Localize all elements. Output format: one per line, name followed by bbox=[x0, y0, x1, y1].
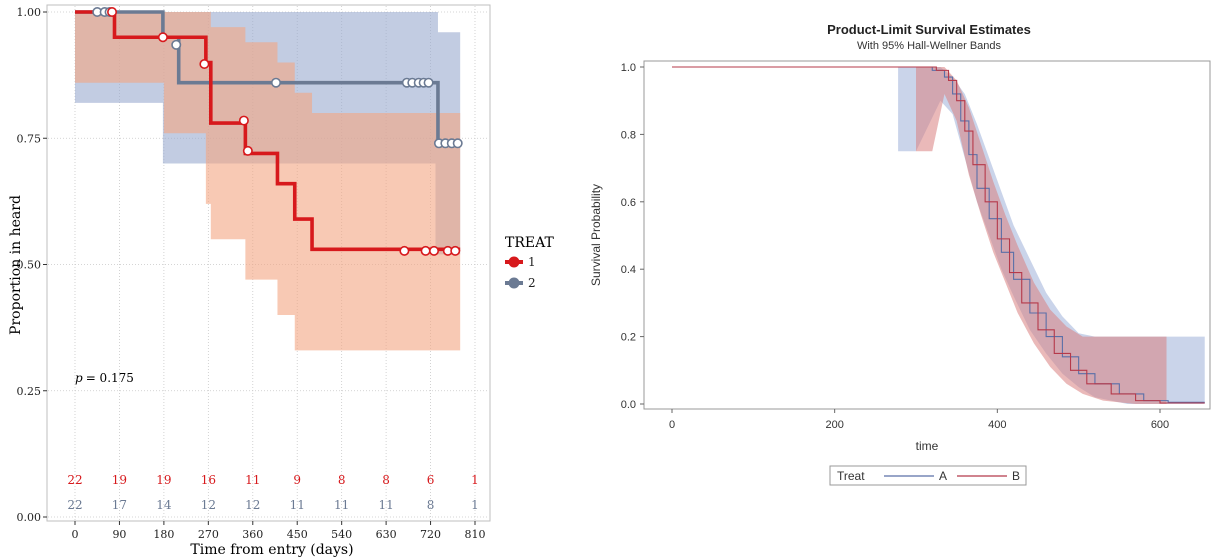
right-x-tick-label: 200 bbox=[825, 419, 843, 431]
at-risk-count-treat-1: 8 bbox=[338, 473, 346, 487]
right-x-axis-title: time bbox=[916, 439, 939, 453]
left-censor-mark-treat-1 bbox=[429, 245, 440, 256]
left-legend-title: TREAT bbox=[505, 235, 554, 251]
at-risk-count-treat-1: 16 bbox=[201, 473, 216, 487]
left-y-axis-title: Proportion in heard bbox=[8, 195, 24, 335]
right-band-treat-B bbox=[916, 67, 1167, 404]
p-value-annotation: p = 0.175 bbox=[75, 371, 134, 385]
right-x-tick-label: 0 bbox=[669, 419, 675, 431]
at-risk-count-treat-1: 1 bbox=[471, 473, 479, 487]
left-censor-mark-treat-2 bbox=[171, 39, 182, 50]
right-y-tick-label: 0.0 bbox=[621, 399, 636, 411]
right-y-tick-label: 1.0 bbox=[621, 62, 636, 74]
left-censor-mark-treat-1 bbox=[242, 145, 253, 156]
left-y-tick-label: 0.00 bbox=[17, 511, 42, 524]
at-risk-count-treat-1: 19 bbox=[156, 473, 171, 487]
left-bands bbox=[75, 12, 461, 351]
left-x-tick-label: 90 bbox=[112, 528, 126, 541]
right-chart-subtitle: With 95% Hall-Wellner Bands bbox=[857, 40, 1002, 52]
left-censor-mark-treat-1 bbox=[450, 245, 461, 256]
right-bands bbox=[898, 67, 1205, 404]
left-censor-mark-treat-1 bbox=[157, 32, 168, 43]
left-censor-mark-treat-2 bbox=[423, 77, 434, 88]
right-y-tick-label: 0.4 bbox=[621, 264, 636, 276]
right-chart: Product-Limit Survival Estimates With 95… bbox=[589, 22, 1211, 486]
left-y-tick-label: 0.75 bbox=[17, 132, 42, 145]
left-x-tick-label: 540 bbox=[331, 528, 352, 541]
left-censor-mark-treat-1 bbox=[399, 245, 410, 256]
left-x-tick-label: 720 bbox=[420, 528, 441, 541]
left-censor-mark-treat-1 bbox=[199, 59, 210, 70]
at-risk-count-treat-1: 22 bbox=[67, 473, 82, 487]
left-at-risk-table: 22 19 19 16 11 9 8 8 6 1 22 17 14 12 12 11 11 11 8 1 bbox=[67, 473, 478, 512]
right-curve-treat-A bbox=[672, 66, 1205, 403]
at-risk-count-treat-2: 11 bbox=[334, 498, 349, 512]
right-y-tick-label: 0.2 bbox=[621, 332, 636, 344]
left-band-treat-1 bbox=[75, 12, 461, 351]
right-curves bbox=[672, 66, 1205, 404]
left-axes: 0.00 0.25 0.50 0.75 1.00 0 90 180 270 360 450 540 63… bbox=[17, 6, 486, 541]
left-x-tick-label: 360 bbox=[242, 528, 263, 541]
left-x-tick-label: 0 bbox=[72, 528, 79, 541]
at-risk-count-treat-1: 6 bbox=[427, 473, 435, 487]
left-legend: TREAT 1 2 bbox=[505, 235, 554, 290]
at-risk-count-treat-2: 12 bbox=[201, 498, 216, 512]
at-risk-count-treat-2: 17 bbox=[112, 498, 127, 512]
at-risk-count-treat-1: 11 bbox=[245, 473, 260, 487]
left-legend-label-1: 1 bbox=[528, 255, 536, 269]
left-legend-swatch-dot-2 bbox=[508, 277, 520, 289]
right-chart-title: Product-Limit Survival Estimates bbox=[827, 22, 1031, 37]
right-x-tick-label: 600 bbox=[1151, 419, 1169, 431]
left-censor-mark-treat-1 bbox=[238, 115, 249, 126]
at-risk-count-treat-1: 19 bbox=[112, 473, 127, 487]
left-censor-marks bbox=[92, 7, 463, 256]
at-risk-count-treat-1: 8 bbox=[382, 473, 390, 487]
left-censor-mark-treat-1 bbox=[420, 245, 431, 256]
right-legend-label-A: A bbox=[939, 469, 947, 483]
at-risk-count-treat-2: 14 bbox=[156, 498, 172, 512]
left-x-tick-label: 630 bbox=[376, 528, 397, 541]
left-x-tick-label: 450 bbox=[287, 528, 308, 541]
at-risk-count-treat-2: 22 bbox=[67, 498, 82, 512]
at-risk-count-treat-2: 1 bbox=[471, 498, 479, 512]
right-y-tick-label: 0.6 bbox=[621, 197, 636, 209]
at-risk-count-treat-2: 11 bbox=[290, 498, 305, 512]
left-x-axis-title: Time from entry (days) bbox=[190, 542, 353, 558]
at-risk-count-treat-1: 9 bbox=[293, 473, 301, 487]
left-chart: 22 19 19 16 11 9 8 8 6 122 17 14 12 12 11 11 11 8 1 0.000.… bbox=[8, 4, 554, 558]
right-y-axis-title: Survival Probability bbox=[589, 184, 603, 286]
right-axes: 0.0 0.2 0.4 0.6 0.8 1.0 0 200 400 600 bbox=[621, 62, 1169, 431]
left-x-tick-label: 180 bbox=[153, 528, 174, 541]
right-curve-treat-B bbox=[672, 66, 1205, 404]
left-censor-mark-treat-1 bbox=[107, 7, 118, 17]
right-legend-title: Treat bbox=[837, 469, 865, 483]
left-legend-swatch-dot-1 bbox=[508, 256, 520, 268]
left-y-tick-label: 0.25 bbox=[17, 385, 42, 398]
left-y-tick-label: 0.50 bbox=[17, 259, 42, 272]
at-risk-count-treat-2: 11 bbox=[378, 498, 393, 512]
at-risk-count-treat-2: 8 bbox=[427, 498, 435, 512]
left-censor-mark-treat-2 bbox=[452, 138, 463, 149]
at-risk-count-treat-2: 12 bbox=[245, 498, 260, 512]
left-censor-mark-treat-2 bbox=[270, 77, 281, 88]
left-curve-treat-2 bbox=[75, 10, 461, 146]
right-y-tick-label: 0.8 bbox=[621, 129, 636, 141]
left-legend-label-2: 2 bbox=[528, 276, 536, 290]
left-x-tick-label: 270 bbox=[198, 528, 219, 541]
left-y-tick-label: 1.00 bbox=[17, 6, 42, 19]
right-x-tick-label: 400 bbox=[988, 419, 1006, 431]
right-legend-label-B: B bbox=[1012, 469, 1020, 483]
left-x-tick-label: 810 bbox=[465, 528, 486, 541]
right-legend: Treat A B bbox=[829, 465, 1027, 486]
